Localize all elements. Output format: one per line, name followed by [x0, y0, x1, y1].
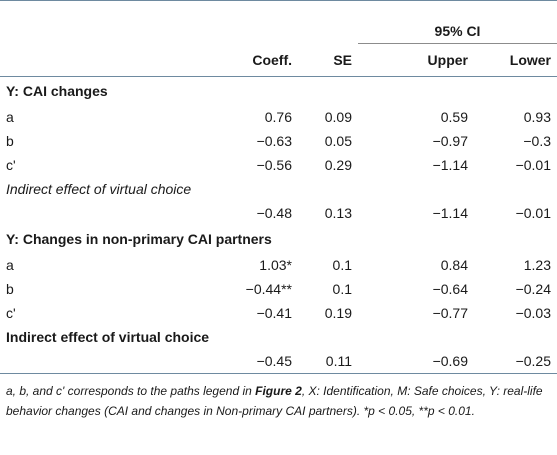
coeff-cell: −0.48: [256, 205, 292, 221]
se-cell: 0.19: [324, 305, 352, 321]
coeff-cell: −0.44**: [245, 281, 292, 297]
table-row: a 0.76 0.09 0.59 0.93: [0, 105, 557, 129]
table-footnote: a, b, and c' corresponds to the paths le…: [6, 381, 552, 421]
results-table: 95% CI Coeff. SE Upper Lower Y: CAI chan…: [0, 0, 557, 374]
coeff-cell: −0.56: [256, 157, 292, 173]
top-rule: [0, 0, 557, 1]
table-row: a 1.03* 0.1 0.84 1.23: [0, 253, 557, 277]
header-rule: [0, 76, 557, 77]
se-cell: 0.09: [324, 109, 352, 125]
figure-reference: Figure 2: [255, 384, 302, 398]
row-label: c': [6, 157, 16, 173]
section-title: Y: Changes in non-primary CAI partners: [6, 231, 272, 247]
row-label: a: [6, 257, 14, 273]
row-label: b: [6, 281, 14, 297]
coeff-cell: 1.03*: [259, 257, 292, 273]
lower-cell: −0.3: [523, 133, 551, 149]
se-cell: 0.11: [325, 353, 352, 369]
lower-cell: 1.23: [523, 257, 551, 273]
bottom-rule: [0, 373, 557, 374]
table-row: c' −0.56 0.29 −1.14 −0.01: [0, 153, 557, 177]
table-row: c' −0.41 0.19 −0.77 −0.03: [0, 301, 557, 325]
row-label: b: [6, 133, 14, 149]
se-cell: 0.05: [324, 133, 352, 149]
coeff-cell: 0.76: [264, 109, 292, 125]
table-row: b −0.44** 0.1 −0.64 −0.24: [0, 277, 557, 301]
se-cell: 0.1: [332, 257, 352, 273]
col-coeff-header: Coeff.: [252, 51, 292, 68]
section-title-row: Y: Changes in non-primary CAI partners: [0, 225, 557, 253]
coeff-cell: −0.41: [256, 305, 292, 321]
indirect-effect-label: Indirect effect of virtual choice: [6, 329, 210, 345]
upper-cell: −0.77: [432, 305, 468, 321]
indirect-effect-row: −0.48 0.13 −1.14 −0.01: [0, 201, 557, 225]
section-title-row: Y: CAI changes: [0, 77, 557, 105]
lower-cell: −0.01: [515, 157, 551, 173]
indirect-effect-label: Indirect effect of virtual choice: [6, 181, 192, 197]
upper-cell: 0.59: [440, 109, 468, 125]
ci-header: 95% CI: [358, 1, 557, 44]
lower-cell: 0.93: [523, 109, 551, 125]
ci-header-row: 95% CI: [0, 1, 557, 44]
table-row: b −0.63 0.05 −0.97 −0.3: [0, 129, 557, 153]
upper-cell: 0.84: [440, 257, 468, 273]
se-cell: 0.1: [332, 281, 352, 297]
upper-cell: −0.64: [432, 281, 468, 297]
lower-cell: −0.25: [515, 353, 551, 369]
upper-cell: −0.69: [432, 353, 468, 369]
indirect-label-row: Indirect effect of virtual choice: [0, 177, 557, 201]
row-label: c': [6, 305, 16, 321]
se-cell: 0.13: [324, 205, 352, 221]
column-header-row: Coeff. SE Upper Lower: [0, 44, 557, 77]
col-se-header: SE: [333, 51, 352, 68]
indirect-effect-row: −0.45 0.11 −0.69 −0.25: [0, 349, 557, 374]
coeff-cell: −0.63: [256, 133, 292, 149]
indirect-label-row: Indirect effect of virtual choice: [0, 325, 557, 349]
section-title: Y: CAI changes: [6, 83, 108, 99]
se-cell: 0.29: [324, 157, 352, 173]
lower-cell: −0.01: [515, 205, 551, 221]
upper-cell: −1.14: [432, 205, 468, 221]
lower-cell: −0.24: [515, 281, 551, 297]
lower-cell: −0.03: [515, 305, 551, 321]
footnote-text-cont: , X: Identification, M: Safe choices, Y:…: [6, 384, 543, 418]
col-upper-header: Upper: [427, 52, 468, 68]
upper-cell: −0.97: [432, 133, 468, 149]
coeff-cell: −0.45: [256, 353, 292, 369]
footnote-text: a, b, and c' corresponds to the paths le…: [6, 384, 256, 398]
row-label: a: [6, 109, 14, 125]
upper-cell: −1.14: [432, 157, 468, 173]
col-lower-header: Lower: [509, 52, 551, 68]
